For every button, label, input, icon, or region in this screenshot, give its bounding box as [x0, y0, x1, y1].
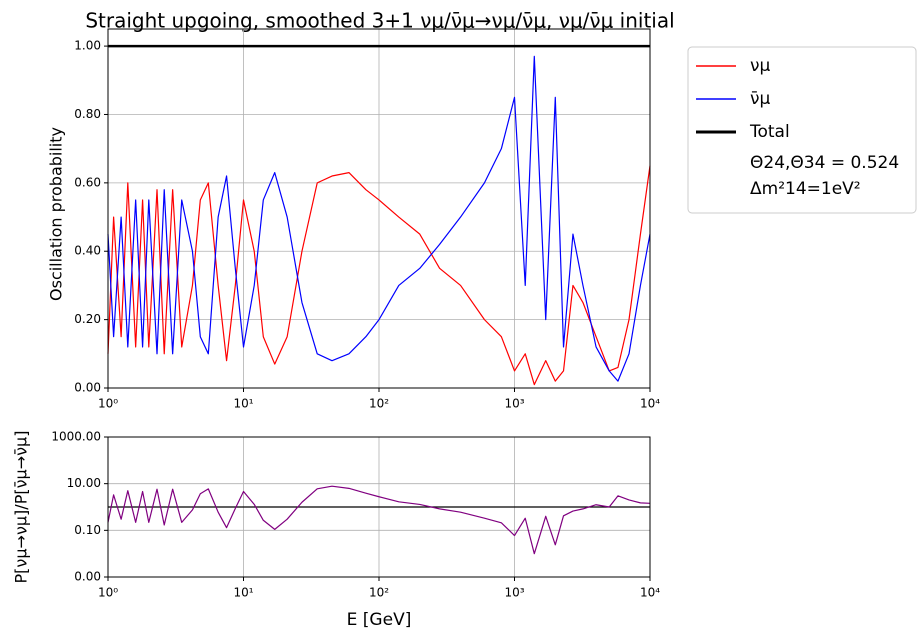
legend-note: Θ24,Θ34 = 0.524	[750, 153, 899, 173]
x-tick-label: 10²	[369, 397, 389, 411]
y-tick-label: 0.60	[74, 175, 101, 189]
y-axis-label: Oscillation probability	[47, 127, 66, 301]
x-tick-label: 10⁰	[98, 586, 118, 600]
plot-frame	[107, 436, 651, 578]
series-line	[107, 55, 651, 382]
x-tick-label: 10²	[369, 586, 389, 600]
series-line	[107, 165, 651, 386]
legend-note: Δm²14=1eV²	[750, 179, 861, 199]
y-tick-label: 1.00	[74, 39, 101, 53]
y-axis-label: P[νμ→νμ]/P[ν̄μ→ν̄μ]	[12, 431, 31, 584]
x-tick-label: 10¹	[233, 397, 253, 411]
y-tick-label: 1000.00	[51, 430, 101, 444]
y-tick-label: 0.20	[74, 312, 101, 326]
y-tick-label: 0.80	[74, 107, 101, 121]
x-tick-label: 10⁴	[640, 586, 660, 600]
y-tick-label: 0.10	[74, 523, 101, 537]
x-axis-label: E [GeV]	[347, 610, 412, 630]
legend-label: νμ	[750, 56, 770, 76]
x-tick-label: 10³	[504, 397, 524, 411]
series-line	[107, 485, 651, 555]
y-tick-label: 0.00	[74, 570, 101, 584]
x-tick-label: 10⁴	[640, 397, 660, 411]
legend-box	[687, 46, 917, 214]
legend-label: Total	[749, 122, 790, 142]
plot-frame	[107, 28, 651, 389]
x-tick-label: 10¹	[233, 586, 253, 600]
x-tick-label: 10³	[504, 586, 524, 600]
y-tick-label: 0.40	[74, 244, 101, 258]
x-tick-label: 10⁰	[98, 397, 118, 411]
y-tick-label: 0.00	[74, 381, 101, 395]
y-tick-label: 10.00	[67, 476, 101, 490]
legend-label: ν̄μ	[750, 89, 770, 109]
